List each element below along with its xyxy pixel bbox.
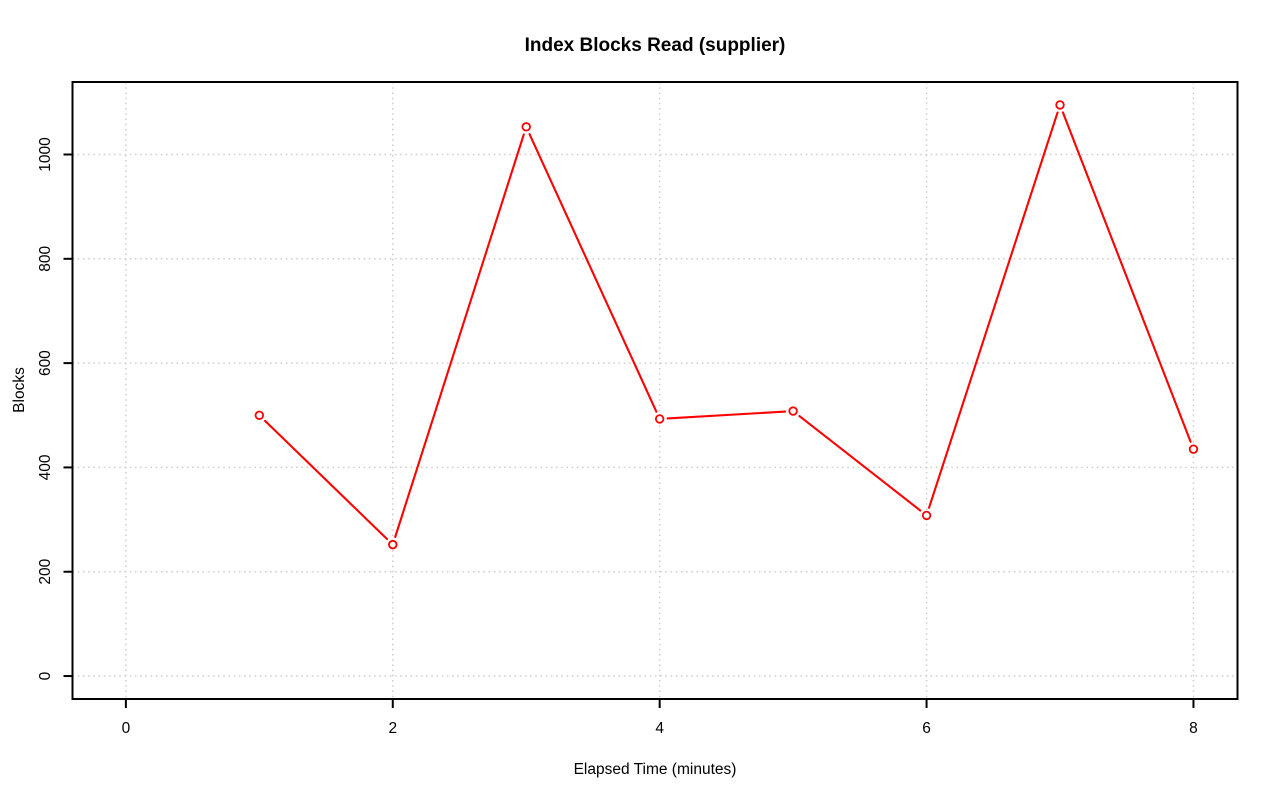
x-tick-label: 0 [122, 720, 131, 737]
data-point [921, 510, 932, 521]
x-tick-label: 4 [655, 720, 664, 737]
line-segment [666, 410, 787, 420]
line-segment [394, 133, 525, 539]
y-axis-label: Blocks [11, 367, 28, 413]
data-point [788, 406, 798, 416]
y-tick-label: 0 [37, 671, 54, 680]
data-point [1055, 100, 1065, 110]
data-point [521, 122, 531, 132]
x-axis-label: Elapsed Time (minutes) [574, 761, 737, 778]
data-point [254, 410, 265, 420]
data-point [388, 539, 398, 550]
data-point [654, 414, 665, 424]
x-tick-label: 8 [1189, 720, 1198, 737]
line-segment [264, 419, 389, 541]
y-tick-label: 1000 [37, 137, 54, 172]
y-tick-label: 200 [37, 558, 54, 584]
line-segment [798, 414, 922, 512]
y-tick-label: 600 [37, 350, 54, 376]
plot-box [71, 81, 1239, 700]
gridlines [72, 82, 1238, 699]
y-tick-label: 800 [37, 246, 54, 272]
line-segment [927, 111, 1059, 509]
x-tick-label: 6 [922, 720, 931, 737]
axes: 0 2 4 6 8 0 200 400 600 800 1000 [37, 81, 1239, 737]
line-segment [1061, 111, 1192, 443]
data-point [1188, 444, 1199, 454]
line-segment [528, 133, 658, 413]
x-tick-label: 2 [388, 720, 397, 737]
chart-title: Index Blocks Read (supplier) [525, 35, 786, 56]
data-series [254, 100, 1199, 550]
y-tick-label: 400 [37, 454, 54, 480]
